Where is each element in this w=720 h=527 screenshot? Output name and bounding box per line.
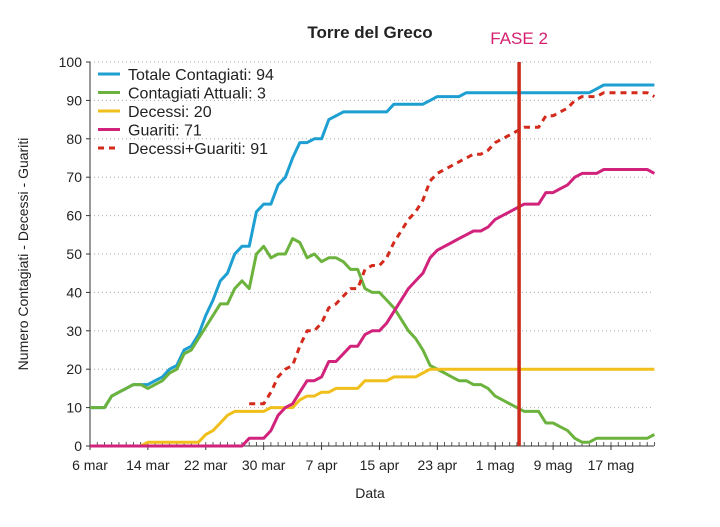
- y-tick-label: 40: [66, 284, 82, 300]
- chart-title: Torre del Greco: [307, 23, 432, 42]
- x-tick-label: 22 mar: [184, 457, 228, 473]
- x-tick-label: 6 mar: [72, 457, 108, 473]
- x-axis-label: Data: [355, 485, 385, 501]
- y-tick-label: 70: [66, 169, 82, 185]
- x-tick-label: 30 mar: [242, 457, 286, 473]
- y-axis-label: Numero Contagiati - Decessi - Guariti: [15, 138, 31, 371]
- x-tick-label: 15 apr: [360, 457, 400, 473]
- legend-label-4: Decessi+Guariti: 91: [128, 141, 268, 158]
- series-lines: [90, 83, 656, 448]
- series-line-0: [90, 83, 655, 410]
- x-tick-label: 7 apr: [306, 457, 338, 473]
- fase2-annotation: FASE 2: [490, 29, 548, 446]
- y-tick-labels: 0 10 20 30 40 50 60 70 80 90 100: [59, 54, 83, 454]
- series-line-1: [90, 237, 656, 444]
- legend-label-0: Totale Contagiati: 94: [128, 67, 274, 84]
- x-tick-label: 1 mag: [476, 457, 515, 473]
- legend-label-1: Contagiati Attuali: 3: [128, 86, 266, 103]
- x-tick-labels: 6 mar 14 mar 22 mar 30 mar 7 apr 15 apr 23 apr…: [72, 457, 634, 473]
- y-tick-label: 90: [66, 92, 82, 108]
- legend-label-3: Guariti: 71: [128, 123, 202, 140]
- y-tick-label: 100: [59, 54, 83, 70]
- y-tick-label: 20: [66, 361, 82, 377]
- fase2-label: FASE 2: [490, 29, 548, 48]
- y-tick-label: 60: [66, 208, 82, 224]
- y-tick-label: 80: [66, 131, 82, 147]
- x-tick-label: 23 apr: [417, 457, 457, 473]
- y-tick-label: 0: [74, 438, 82, 454]
- x-tick-label: 9 mag: [534, 457, 573, 473]
- series-line-4: [249, 91, 656, 406]
- legend-label-2: Decessi: 20: [128, 104, 212, 121]
- legend: Totale Contagiati: 94 Contagiati Attuali:…: [98, 67, 274, 158]
- series-line-3: [90, 168, 656, 448]
- y-tick-label: 50: [66, 246, 82, 262]
- y-tick-label: 30: [66, 323, 82, 339]
- y-tick-label: 10: [66, 400, 82, 416]
- x-tick-label: 17 mag: [588, 457, 635, 473]
- series-line-2: [90, 367, 655, 448]
- x-tick-label: 14 mar: [126, 457, 170, 473]
